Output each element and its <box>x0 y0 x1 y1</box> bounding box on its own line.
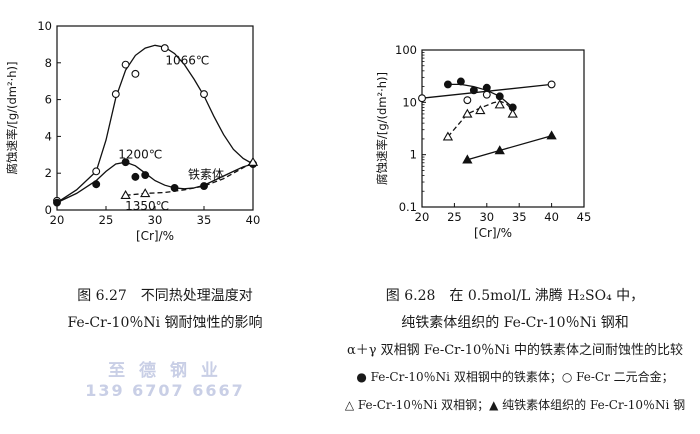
caption-fig628-line1: 图 6.28 在 0.5mol/L 沸腾 H₂SO₄ 中， <box>385 288 645 304</box>
series-3-point <box>507 108 518 118</box>
series-1-point <box>121 60 130 69</box>
series-1-point <box>482 83 491 92</box>
x-tick-label: 40 <box>544 210 559 224</box>
series-2-point <box>418 94 426 103</box>
chart-6-27: 20 25 30 35 40 0 2 4 6 8 10 [Cr]/% 腐蚀速率/[g/(dm²·h)] 1… <box>5 19 261 243</box>
y-axis-label: 腐蚀速率/[g/(dm²·h)] <box>5 61 19 174</box>
series-2-point <box>141 171 150 179</box>
series-3-point <box>494 99 505 109</box>
caption-fig628-line3: α＋γ 双相钢 Fe-Cr-10％Ni 中的铁素体之间耐蚀性的比较 <box>347 343 683 358</box>
series-3-point <box>140 188 151 198</box>
y-tick-label: 2 <box>45 166 52 180</box>
caption-fig627-line2: Fe-Cr-10％Ni 钢耐蚀性的影响 <box>67 315 263 331</box>
series-1-point <box>92 167 101 176</box>
series-4-point <box>494 145 505 155</box>
x-tick-label: 30 <box>148 213 163 227</box>
series-1-point <box>131 69 140 78</box>
series-3-point <box>475 105 486 115</box>
series-2-point <box>53 198 61 207</box>
series-1-point <box>456 77 465 86</box>
x-tick-label: 35 <box>197 213 212 227</box>
series-2-point <box>200 182 208 191</box>
series-2-point <box>131 172 140 181</box>
y-tick-label: 0.1 <box>399 200 417 214</box>
series-1-point <box>200 90 208 99</box>
x-tick-label: 35 <box>512 210 527 224</box>
y-tick-label: 6 <box>45 93 52 107</box>
x-tick-label: 45 <box>577 210 592 224</box>
annotation-4: 铁素体 <box>188 168 224 182</box>
series-1-point <box>495 92 504 101</box>
series-2-point <box>547 80 556 89</box>
series-2-point <box>121 158 130 167</box>
x-tick-label: 40 <box>246 213 261 227</box>
caption-fig628-legend1: ● Fe-Cr-10％Ni 双相钢中的铁素体；○ Fe-Cr 二元合金； <box>356 370 674 384</box>
series-4-point <box>546 130 557 140</box>
series-3-point <box>247 156 259 166</box>
x-tick-label: 30 <box>479 210 494 224</box>
series-4-point <box>462 154 473 164</box>
watermark-company: 至 德 钢 业 <box>108 361 222 381</box>
series-2-point <box>482 90 491 99</box>
plot-frame <box>56 25 254 211</box>
series-1-point <box>443 80 452 89</box>
y-tick-label: 10 <box>402 95 417 109</box>
series-3-point <box>442 131 454 141</box>
annotation-3: 1350℃ <box>125 199 169 213</box>
series-3-point <box>462 108 473 118</box>
series-2-line <box>56 161 254 204</box>
caption-fig628-legend2: △ Fe-Cr-10％Ni 双相钢；▲ 纯铁素体组织的 Fe-Cr-10％Ni … <box>344 398 686 412</box>
series-3-point <box>120 189 131 199</box>
caption-fig627-line1: 图 6.27 不同热处理温度对 <box>77 288 253 304</box>
y-tick-label: 8 <box>45 56 52 70</box>
series-3-line <box>447 100 514 138</box>
series-2-point <box>92 180 101 189</box>
x-tick-label: 25 <box>99 213 114 227</box>
x-tick-label: 20 <box>415 210 430 224</box>
series-1-point <box>111 90 120 99</box>
y-tick-label: 4 <box>45 129 52 143</box>
x-axis-label: [Cr]/% <box>136 229 174 243</box>
y-tick-label: 0 <box>45 203 52 217</box>
x-tick-label: 20 <box>50 213 65 227</box>
caption-fig628-line2: 纯铁素体组织的 Fe-Cr-10％Ni 钢和 <box>401 315 629 331</box>
plot-frame <box>421 49 585 208</box>
annotation-2: 1200℃ <box>118 147 162 161</box>
annotation-1: 1066℃ <box>165 54 209 68</box>
y-tick-label: 1 <box>410 148 417 162</box>
series-4-line <box>467 135 552 161</box>
y-tick-label: 10 <box>37 19 52 33</box>
x-tick-label: 25 <box>447 210 462 224</box>
y-tick-label: 100 <box>395 43 417 57</box>
chart-6-28: 20 25 30 35 40 45 0.1 1 10 100 [Cr]/% 腐蚀速率/[g/(dm²·… <box>375 43 592 240</box>
series-1-point <box>160 44 169 53</box>
watermark-phone: 139 6707 6667 <box>85 381 245 400</box>
x-axis-label: [Cr]/% <box>474 226 512 240</box>
y-axis-label: 腐蚀速率/[g/(dm²·h)] <box>375 72 389 185</box>
series-2-point <box>463 96 472 105</box>
